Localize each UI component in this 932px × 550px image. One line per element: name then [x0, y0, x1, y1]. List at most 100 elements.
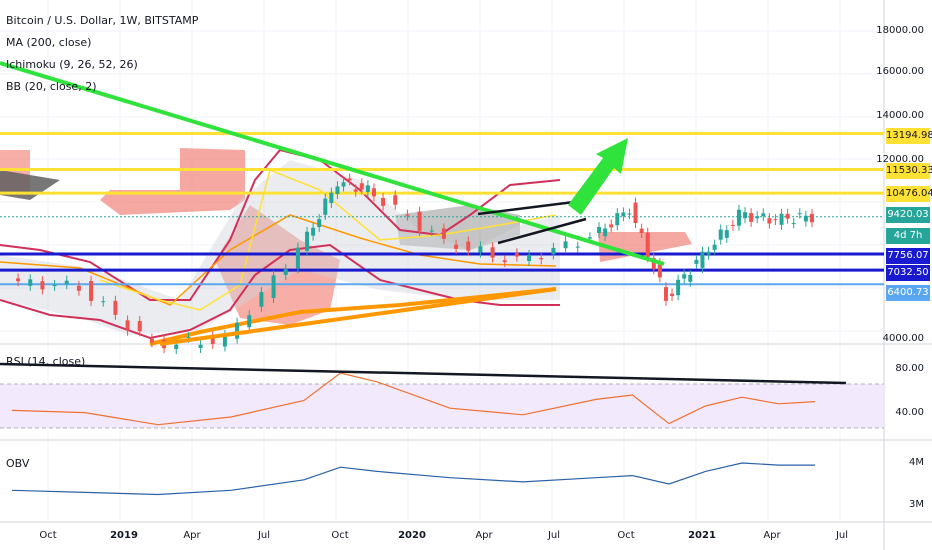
candle-body: [125, 320, 130, 331]
triangle-upper-line: [477, 200, 575, 216]
candle-body: [791, 223, 796, 225]
candle-body: [329, 192, 334, 204]
x-tick-label: Oct: [331, 530, 349, 541]
candle-body: [639, 228, 644, 234]
y-tick-label: 18000.00: [876, 25, 924, 36]
candle-body: [803, 215, 808, 222]
candle-body: [381, 197, 386, 206]
candle-body: [40, 281, 45, 290]
candle-body: [186, 336, 191, 338]
candle-body: [466, 241, 471, 251]
candle-body: [305, 231, 310, 251]
candle-body: [359, 183, 364, 190]
obv-tick-label: 4M: [909, 457, 924, 468]
candle-body: [137, 321, 142, 332]
breakout-arrow: [568, 138, 628, 215]
candle-body: [347, 178, 352, 181]
candle-body: [724, 230, 729, 238]
legend-bb[interactable]: BB (20, close, 2): [6, 80, 97, 93]
x-tick-label: Apr: [763, 530, 781, 541]
candle-body: [563, 241, 568, 249]
candle-body: [527, 254, 532, 261]
x-tick-label: Oct: [39, 530, 57, 541]
candle-body: [615, 213, 620, 226]
candle-body: [89, 280, 94, 301]
candle-body: [149, 338, 154, 343]
ichimoku-cloud: [100, 148, 245, 215]
candle-body: [365, 185, 370, 192]
candle-body: [353, 189, 358, 192]
candle-body: [663, 287, 668, 301]
price-badge-7032[interactable]: 7032.50: [886, 265, 930, 281]
candle-body: [657, 263, 662, 278]
x-tick-label: Jul: [547, 530, 561, 541]
candle-body: [587, 237, 592, 239]
candle-body: [551, 247, 556, 255]
candle-body: [441, 228, 446, 239]
candle-body: [670, 293, 675, 296]
candle-body: [295, 247, 300, 269]
candle-body: [210, 336, 215, 344]
candle-body: [743, 212, 748, 219]
y-tick-label: 12000.00: [876, 154, 924, 165]
candle-body: [405, 214, 410, 216]
price-badge-10476[interactable]: 10476.04: [886, 186, 932, 202]
legend-ma[interactable]: MA (200, close): [6, 36, 92, 49]
candle-body: [174, 344, 179, 350]
price-badge-11530[interactable]: 11530.33: [886, 163, 932, 179]
rsi-pane-label[interactable]: RSI (14, close): [6, 355, 86, 368]
rsi-tick-label: 40.00: [895, 407, 924, 418]
x-tick-label: Oct: [617, 530, 635, 541]
candle-body: [16, 278, 21, 282]
x-tick-label: 2019: [110, 530, 138, 541]
ichimoku-cloud: [215, 205, 340, 325]
candle-body: [52, 285, 57, 287]
candle-body: [454, 244, 459, 249]
ichimoku-tenkan: [99, 168, 557, 311]
candle-body: [779, 213, 784, 225]
candle-body: [283, 269, 288, 275]
candle-body: [259, 291, 264, 307]
x-tick-label: Jul: [257, 530, 271, 541]
candle-body: [429, 230, 434, 232]
price-badge-current[interactable]: 9420.03: [886, 207, 930, 223]
candle-body: [490, 247, 495, 258]
candle-body: [514, 253, 519, 257]
countdown-badge: 4d 7h: [886, 228, 930, 244]
candle-body: [222, 334, 227, 347]
candle-body: [341, 182, 346, 187]
candle-body: [101, 301, 106, 303]
triangle-lower-line: [497, 217, 587, 245]
legend-title[interactable]: Bitcoin / U.S. Dollar, 1W, BITSTAMP: [6, 14, 199, 27]
bollinger-upper: [0, 148, 561, 301]
candle-body: [113, 300, 118, 315]
x-tick-label: Apr: [183, 530, 201, 541]
rsi-band: [0, 384, 884, 428]
candle-body: [682, 274, 687, 279]
candle-body: [651, 258, 656, 270]
price-badge-6400[interactable]: 6400.73: [886, 285, 930, 301]
candle-body: [235, 322, 240, 339]
ichimoku-kijun: [0, 214, 557, 306]
price-badge-7756[interactable]: 7756.07: [886, 248, 930, 264]
price-badge-13194[interactable]: 13194.98: [886, 128, 932, 144]
green-trendline: [0, 61, 665, 266]
candle-body: [597, 227, 602, 233]
candle-body: [371, 188, 376, 197]
ma-200-line: [149, 287, 557, 346]
y-tick-label: 4000.00: [882, 333, 924, 344]
candle-body: [271, 275, 276, 298]
candle-body: [28, 279, 33, 286]
candle-body: [621, 212, 626, 217]
candle-body: [797, 213, 802, 215]
rsi-trendline: [0, 362, 847, 385]
legend-ichimoku[interactable]: Ichimoku (9, 26, 52, 26): [6, 58, 138, 71]
obv-tick-label: 3M: [909, 499, 924, 510]
candle-body: [478, 246, 483, 253]
candle-body: [736, 209, 741, 226]
obv-pane-label[interactable]: OBV: [6, 457, 30, 470]
bollinger-fill: [0, 160, 560, 335]
candle-body: [247, 315, 252, 328]
